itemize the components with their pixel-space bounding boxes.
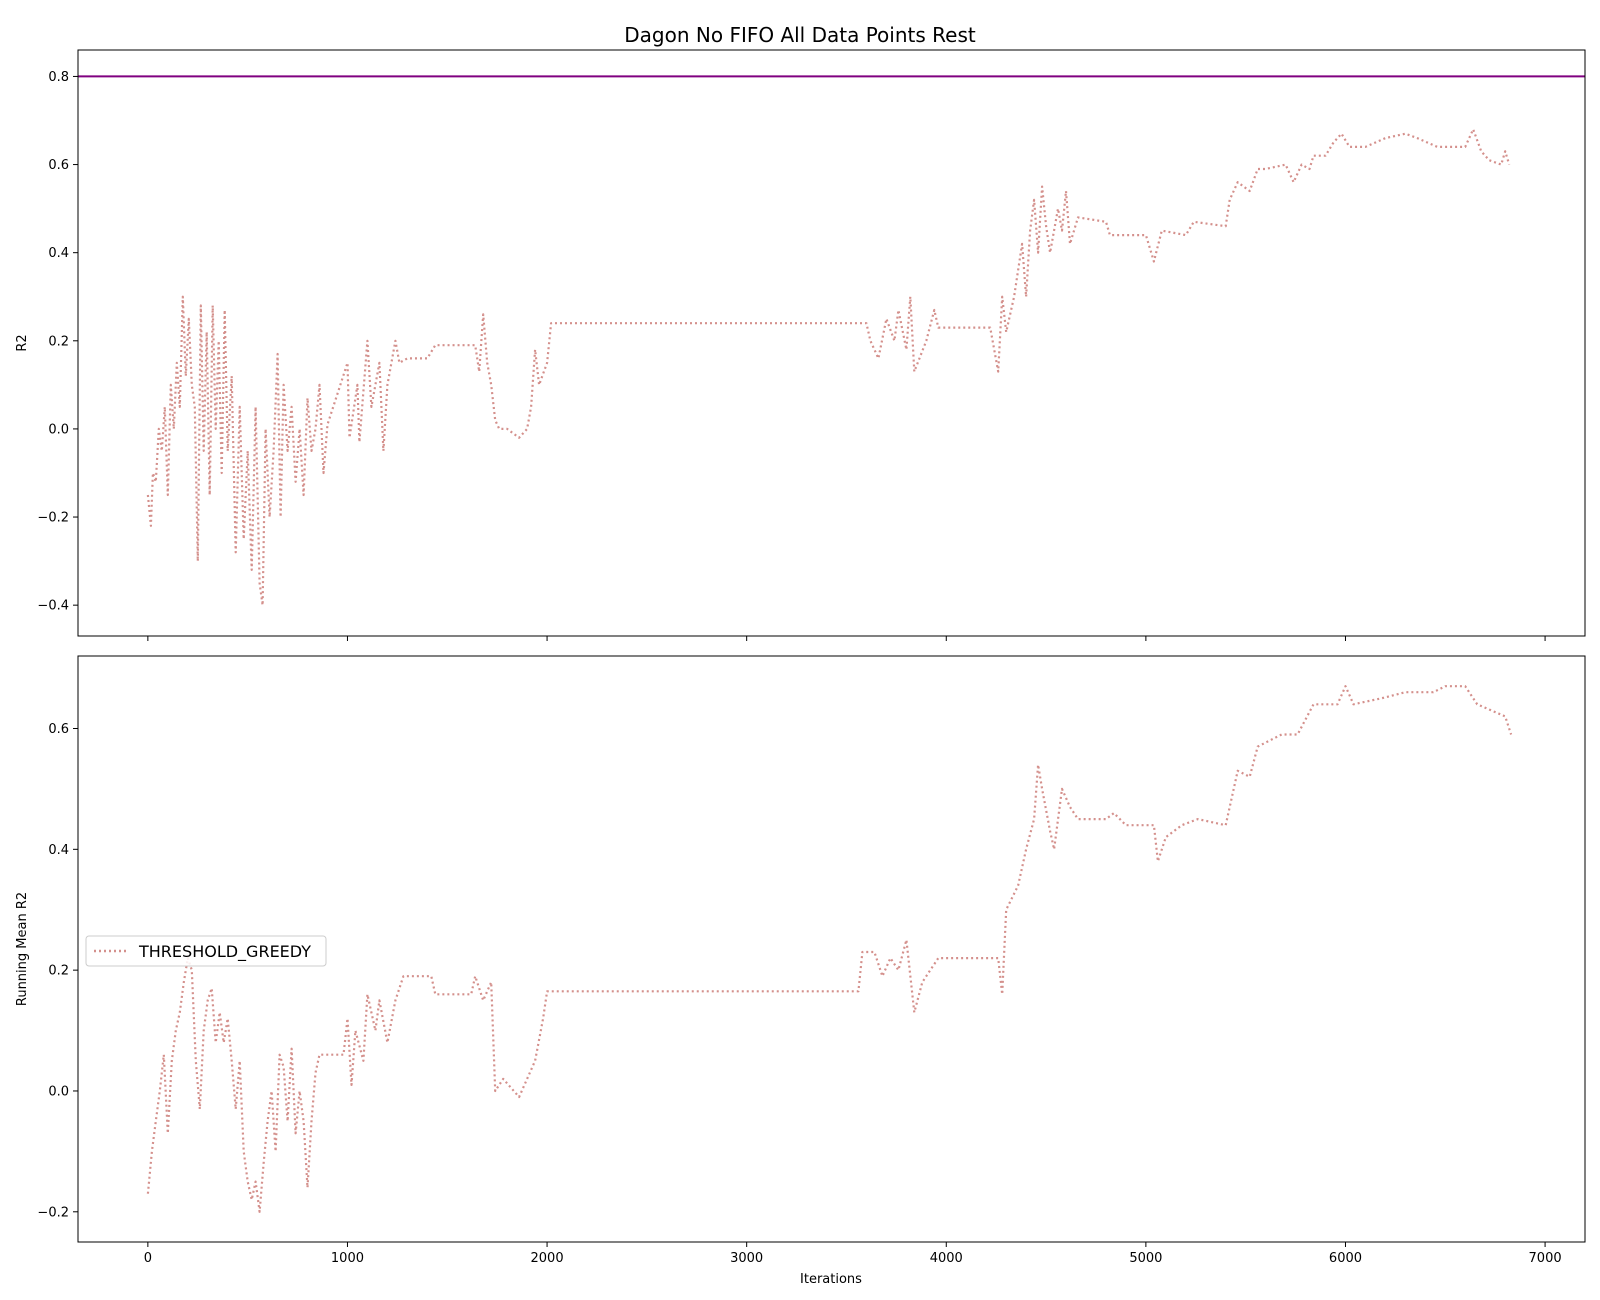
x-tick-label-3: 3000 (730, 1251, 763, 1266)
y-tick-label-0-2: 0.0 (48, 422, 69, 437)
legend: THRESHOLD_GREEDY (85, 935, 327, 967)
y-tick-label-0-4: 0.4 (48, 246, 69, 261)
x-tick-label-5: 5000 (1129, 1251, 1162, 1266)
x-tick-label-7: 7000 (1529, 1251, 1562, 1266)
legend-label: THRESHOLD_GREEDY (138, 942, 311, 962)
x-tick-label-6: 6000 (1329, 1251, 1362, 1266)
r2-y-axis-label: R2 (15, 334, 30, 351)
y-tick-label-0-6: 0.8 (48, 70, 69, 85)
r2-series-line (146, 128, 1511, 607)
x-tick-label-4: 4000 (930, 1251, 963, 1266)
x-tick-label-2: 2000 (531, 1251, 564, 1266)
running-mean-series-line (146, 685, 1513, 1213)
r2-plot-frame (77, 49, 1586, 637)
r2-y-ticks: −0.4 −0.2 0.0 0.2 0.4 0.6 0.8 (37, 70, 78, 614)
y-tick-label-1-1: 0.0 (48, 1084, 69, 1099)
y-tick-label-1-4: 0.6 (48, 722, 69, 737)
running-mean-panel: −0.2 0.0 0.2 0.4 0.6 0 1000 2000 3000 4000 5000 60… (15, 655, 1586, 1266)
y-tick-label-1-0: −0.2 (37, 1205, 69, 1220)
r2-x-ticks (147, 636, 1546, 641)
r2-panel: −0.4 −0.2 0.0 0.2 0.4 0.6 0.8 R2 (15, 49, 1586, 641)
chart-title: Dagon No FIFO All Data Points Rest (624, 23, 976, 47)
y-tick-label-1-3: 0.4 (48, 843, 69, 858)
x-tick-label-0: 0 (144, 1251, 152, 1266)
running-mean-y-ticks: −0.2 0.0 0.2 0.4 0.6 (37, 722, 78, 1220)
running-mean-plot-frame (77, 655, 1586, 1243)
x-tick-label-1: 1000 (331, 1251, 364, 1266)
y-tick-label-0-1: −0.2 (37, 511, 69, 526)
y-tick-label-1-2: 0.2 (48, 964, 69, 979)
y-tick-label-0-3: 0.2 (48, 334, 69, 349)
y-tick-label-0-5: 0.6 (48, 158, 69, 173)
running-mean-y-axis-label: Running Mean R2 (15, 892, 30, 1006)
running-mean-x-ticks: 0 1000 2000 3000 4000 5000 6000 7000 (144, 1242, 1562, 1266)
y-tick-label-0-0: −0.4 (37, 599, 69, 614)
legend-box (85, 935, 327, 967)
x-axis-label: Iterations (800, 1272, 862, 1287)
